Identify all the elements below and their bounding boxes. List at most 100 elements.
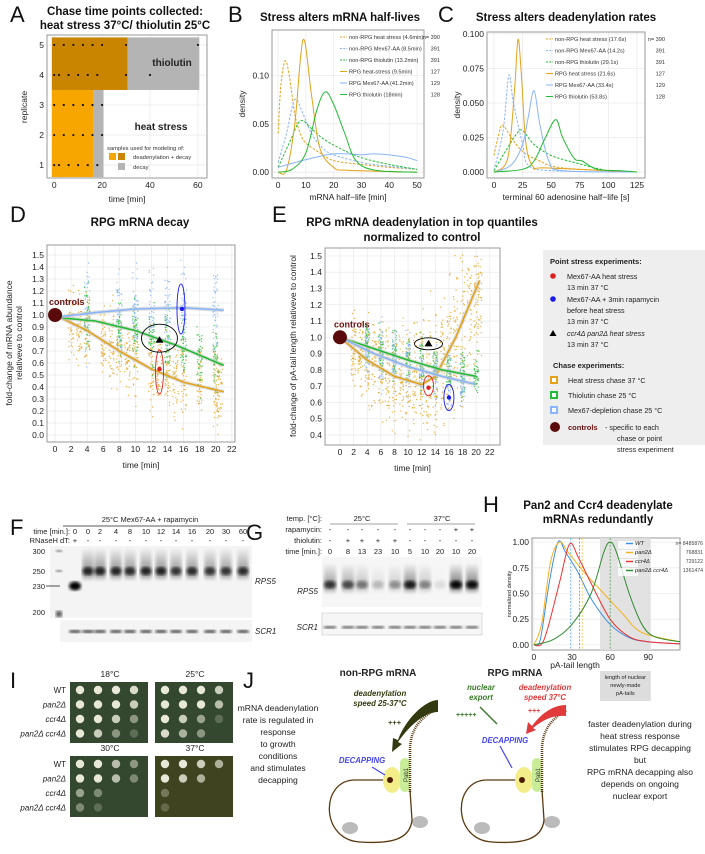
scatter-point (408, 345, 410, 348)
scatter-point (420, 391, 422, 393)
scatter-point (395, 335, 397, 337)
scatter-point (443, 352, 445, 355)
scatter-point (413, 376, 415, 378)
scatter-point (413, 392, 415, 395)
scatter-point (216, 424, 218, 426)
scatter-point (446, 338, 448, 340)
scatter-point (391, 367, 394, 370)
scatter-point (219, 382, 222, 384)
panel-b-y-tick-label: 0.05 (252, 119, 269, 129)
timepoint-dot (91, 133, 94, 137)
scatter-point (111, 367, 113, 370)
row-label: temp. [°C]: (286, 514, 322, 523)
scatter-point (474, 365, 476, 367)
scatter-point (173, 388, 175, 391)
scatter-point (450, 389, 452, 391)
scatter-point (359, 336, 362, 339)
scatter-point (398, 393, 400, 395)
panel-h-y-tick-label: 1.00 (512, 537, 529, 547)
scatter-point (421, 339, 424, 341)
scatter-point (464, 335, 466, 338)
legend-n-count: 391 (656, 60, 665, 66)
scatter-point (414, 375, 416, 377)
scatter-point (214, 292, 216, 294)
scatter-point (473, 320, 475, 322)
scatter-point (180, 384, 183, 387)
scatter-point (198, 402, 200, 405)
scatter-point (86, 301, 89, 303)
scatter-point (456, 387, 459, 389)
lane-rnaseh-label: - (191, 536, 194, 545)
scatter-point (118, 360, 120, 363)
scatter-point (378, 362, 381, 364)
scatter-point (71, 342, 73, 344)
scatter-point (419, 345, 422, 347)
scatter-point (368, 357, 370, 359)
scatter-point (117, 323, 120, 325)
scatter-point (446, 387, 448, 389)
scatter-point (119, 341, 121, 343)
scatter-point (420, 352, 422, 355)
scatter-point (405, 351, 408, 353)
scatter-point (105, 347, 107, 349)
scatter-point (388, 416, 391, 418)
scatter-point (373, 356, 376, 358)
panel-label-j: J (243, 668, 254, 693)
scatter-point (448, 323, 450, 325)
scatter-point (121, 299, 123, 301)
scatter-point (83, 323, 86, 325)
scatter-point (215, 405, 217, 407)
scatter-point (477, 333, 479, 335)
nuclear-export-label: nuclear (467, 683, 496, 692)
scatter-point (446, 336, 449, 338)
scatter-point (436, 410, 438, 413)
scatter-point (149, 288, 151, 291)
scatter-point (425, 400, 428, 402)
scatter-point (167, 360, 170, 363)
scatter-point (135, 350, 137, 353)
scatter-point (391, 331, 393, 334)
scatter-point (400, 370, 402, 372)
scatter-point (473, 334, 475, 336)
scatter-point (365, 362, 367, 364)
panel-a-x-tick-label: 40 (145, 180, 155, 190)
scatter-point (201, 335, 203, 337)
scatter-point (198, 374, 201, 377)
yeast-colony-spot (196, 700, 206, 709)
region-thiolutin-decay (127, 37, 200, 90)
scatter-point (168, 336, 170, 338)
rps5-band (110, 567, 122, 576)
scatter-point (135, 405, 137, 408)
panel-d-y-tick-label: 0.6 (32, 358, 44, 368)
scatter-point (445, 393, 448, 396)
left-explanation-text: response (260, 727, 296, 737)
lane-smear (170, 548, 182, 580)
scatter-point (436, 355, 438, 357)
scatter-point (152, 329, 154, 331)
lane-time-label: 8 (128, 527, 132, 536)
scatter-point (108, 349, 111, 351)
scatter-point (180, 304, 182, 307)
panel-c-y-tick-label: 0.050 (463, 98, 485, 108)
scatter-point (183, 388, 185, 391)
scatter-point (367, 382, 369, 384)
scatter-point (109, 375, 111, 378)
scatter-point (440, 326, 442, 328)
scatter-point (164, 323, 167, 325)
scatter-point (149, 352, 151, 354)
point-stress-marker (426, 385, 431, 390)
scatter-point (120, 348, 123, 350)
scatter-point (165, 370, 168, 372)
scatter-point (402, 343, 404, 345)
panel-e-x-tick-label: 6 (378, 447, 383, 457)
scatter-point (441, 326, 444, 328)
scatter-point (437, 353, 439, 355)
scatter-point (196, 326, 198, 328)
scatter-point (72, 333, 75, 335)
scatter-point (134, 352, 136, 354)
legend-controls-description: - specific to each (605, 423, 659, 432)
scatter-point (456, 324, 459, 326)
scatter-point (217, 417, 219, 419)
yeast-colony-spot (75, 759, 85, 769)
scatter-point (150, 330, 152, 333)
